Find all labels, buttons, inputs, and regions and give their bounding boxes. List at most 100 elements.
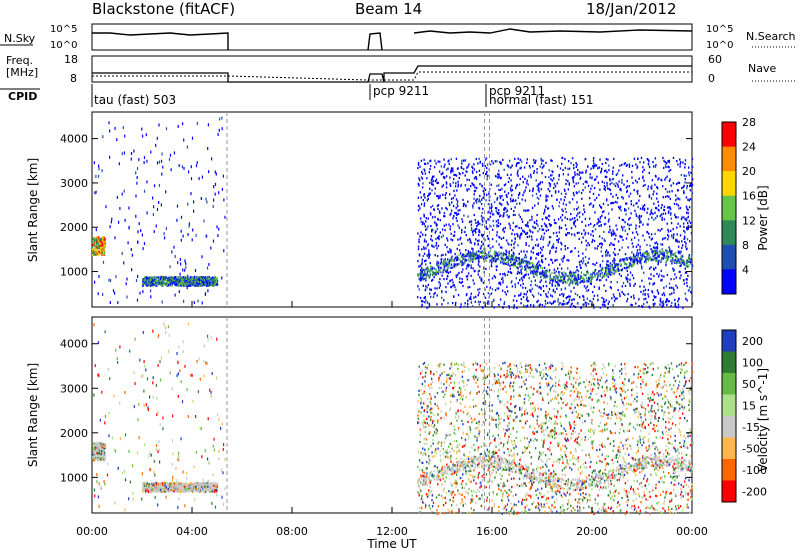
heatmap-cell — [430, 165, 431, 167]
heatmap-cell — [629, 224, 630, 226]
heatmap-cell — [487, 175, 488, 177]
heatmap-cell — [508, 181, 509, 183]
heatmap-cell — [481, 219, 482, 221]
heatmap-cell — [669, 293, 670, 295]
heatmap-cell — [605, 170, 606, 172]
heatmap-cell — [513, 307, 514, 309]
heatmap-cell — [679, 165, 680, 167]
heatmap-cell — [453, 182, 454, 184]
noise-sky-trace-early — [92, 33, 228, 50]
heatmap-cell — [419, 235, 420, 237]
heatmap-cell — [506, 262, 507, 264]
heatmap-cell — [148, 280, 149, 282]
heatmap-cell — [465, 184, 466, 186]
heatmap-cell — [450, 267, 451, 269]
heatmap-cell — [599, 235, 600, 237]
heatmap-cell — [687, 260, 688, 262]
heatmap-cell — [96, 237, 97, 239]
ytick-label: 4000 — [60, 133, 88, 146]
heatmap-cell — [593, 304, 594, 306]
heatmap-cell — [653, 268, 654, 270]
heatmap-cell — [590, 168, 591, 170]
heatmap-cell — [499, 253, 500, 255]
heatmap-cell — [551, 174, 552, 176]
heatmap-cell — [202, 176, 203, 179]
heatmap-cell — [438, 236, 439, 238]
heatmap-cell — [543, 236, 544, 238]
heatmap-cell — [477, 162, 478, 164]
heatmap-cell — [468, 163, 469, 165]
heatmap-cell — [432, 205, 433, 207]
heatmap-cell — [461, 282, 462, 284]
heatmap-cell — [436, 247, 437, 249]
heatmap-cell — [673, 292, 674, 294]
heatmap-cell — [536, 171, 537, 173]
heatmap-cell — [464, 203, 465, 205]
heatmap-cell — [601, 273, 602, 275]
heatmap-cell — [201, 283, 202, 285]
heatmap-cell — [446, 169, 447, 171]
heatmap-cell — [102, 249, 103, 251]
heatmap-cell — [671, 262, 672, 264]
heatmap-cell — [679, 262, 680, 264]
heatmap-cell — [217, 234, 218, 237]
heatmap-cell — [539, 273, 540, 275]
heatmap-cell — [535, 257, 536, 259]
heatmap-cell — [653, 275, 654, 277]
heatmap-cell — [672, 260, 673, 262]
heatmap-cell — [534, 227, 535, 229]
heatmap-cell — [560, 167, 561, 169]
heatmap-cell — [431, 181, 432, 183]
heatmap-cell — [687, 222, 688, 224]
heatmap-cell — [483, 172, 484, 174]
heatmap-cell — [683, 226, 684, 228]
heatmap-cell — [434, 160, 435, 162]
heatmap-cell — [477, 257, 478, 259]
heatmap-cell — [560, 280, 561, 282]
heatmap-cell — [460, 306, 461, 308]
heatmap-cell — [627, 180, 628, 182]
heatmap-cell — [479, 207, 480, 209]
heatmap-cell — [629, 257, 630, 259]
heatmap-cell — [428, 249, 429, 251]
heatmap-cell — [681, 240, 682, 242]
heatmap-cell — [153, 213, 154, 216]
heatmap-cell — [444, 212, 445, 214]
heatmap-cell — [578, 206, 579, 208]
heatmap-cell — [429, 194, 430, 196]
heatmap-cell — [658, 177, 659, 179]
heatmap-cell — [432, 176, 433, 178]
heatmap-cell — [518, 263, 519, 265]
heatmap-cell — [561, 293, 562, 295]
heatmap-cell — [642, 176, 643, 178]
heatmap-cell — [608, 268, 609, 270]
heatmap-cell — [457, 263, 458, 265]
heatmap-cell — [544, 232, 545, 234]
heatmap-cell — [642, 224, 643, 226]
heatmap-cell — [465, 227, 466, 229]
heatmap-cell — [446, 186, 447, 188]
heatmap-cell — [441, 258, 442, 260]
heatmap-cell — [530, 291, 531, 293]
heatmap-cell — [161, 160, 162, 163]
heatmap-cell — [653, 193, 654, 195]
heatmap-cell — [558, 241, 559, 243]
heatmap-cell — [417, 296, 418, 298]
heatmap-cell — [498, 174, 499, 176]
heatmap-cell — [472, 305, 473, 307]
heatmap-cell — [654, 258, 655, 260]
heatmap-cell — [521, 233, 522, 235]
heatmap-cell — [144, 190, 145, 193]
heatmap-cell — [553, 177, 554, 179]
heatmap-cell — [621, 269, 622, 271]
heatmap-cell — [572, 177, 573, 179]
heatmap-cell — [472, 205, 473, 207]
heatmap-cell — [631, 251, 632, 253]
heatmap-cell — [448, 264, 449, 266]
heatmap-cell — [152, 283, 153, 285]
heatmap-cell — [599, 243, 600, 245]
heatmap-cell — [567, 267, 568, 269]
heatmap-cell — [590, 203, 591, 205]
heatmap-cell — [608, 169, 609, 171]
heatmap-cell — [158, 124, 159, 127]
